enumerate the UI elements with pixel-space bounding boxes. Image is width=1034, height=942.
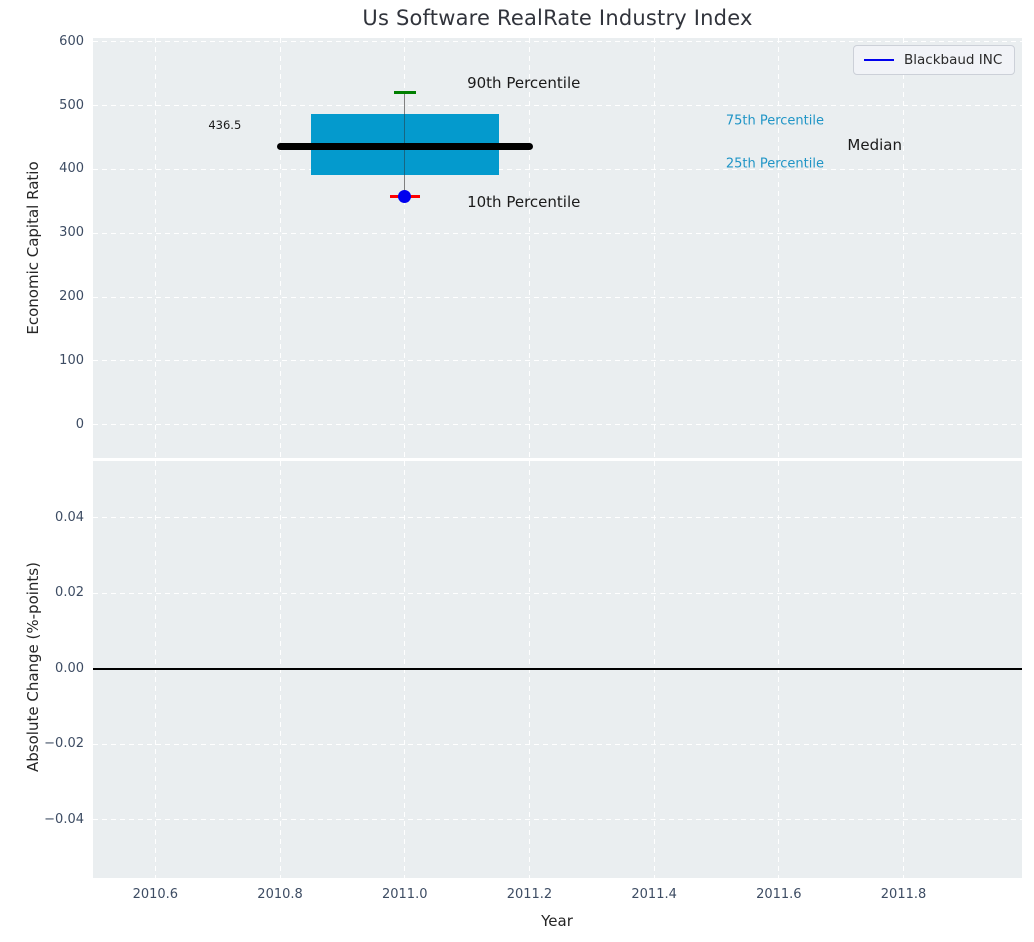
y-gridline	[93, 41, 1022, 43]
legend-label: Blackbaud INC	[904, 52, 1003, 68]
y-tick-label: 0.04	[55, 509, 84, 525]
y-tick-label: 0.02	[55, 585, 84, 601]
y-tick-label: 0.00	[55, 660, 84, 676]
y-tick-label: 400	[59, 161, 84, 177]
y-gridline	[93, 360, 1022, 362]
median-line	[276, 142, 533, 150]
annotation-10th-percentile: 10th Percentile	[467, 193, 581, 212]
x-gridline	[778, 38, 780, 458]
y-tick-label: 0	[75, 416, 84, 432]
legend: Blackbaud INC	[853, 45, 1016, 75]
y-gridline	[93, 105, 1022, 107]
zero-reference-line	[93, 667, 1022, 670]
y-gridline	[93, 592, 1022, 594]
annotation-25th-percentile: 25th Percentile	[725, 156, 824, 172]
annotation-75th-percentile: 75th Percentile	[725, 113, 824, 129]
x-tick-label: 2011.8	[880, 887, 927, 902]
x-tick-label: 2011.6	[756, 887, 802, 902]
y-gridline	[93, 517, 1022, 519]
x-gridline	[528, 38, 530, 458]
y-tick-label: 200	[59, 289, 84, 305]
y-tick-label: 100	[59, 352, 84, 368]
x-tick-label: 2010.6	[132, 887, 179, 902]
x-gridline	[154, 38, 156, 458]
y-gridline	[93, 819, 1022, 821]
x-gridline	[903, 38, 905, 458]
top-y-axis-label: Economic Capital Ratio	[24, 161, 42, 335]
company-data-dot	[398, 189, 412, 203]
bottom-axes-area	[93, 461, 1022, 878]
x-tick-label: 2010.8	[257, 887, 303, 902]
y-gridline	[93, 296, 1022, 298]
x-gridline	[653, 38, 655, 458]
x-tick-label: 2011.2	[506, 887, 553, 902]
y-gridline	[93, 743, 1022, 745]
y-tick-label: 600	[59, 33, 84, 49]
x-gridline	[404, 38, 406, 458]
x-tick-label: 2011.0	[381, 887, 428, 902]
y-tick-label: −0.02	[44, 736, 84, 752]
x-axis-label: Year	[541, 912, 573, 930]
y-gridline	[93, 232, 1022, 234]
top-axes-area	[93, 38, 1022, 458]
chart-title: Us Software RealRate Industry Index	[362, 6, 753, 30]
y-gridline	[93, 168, 1022, 170]
x-tick-label: 2011.4	[631, 887, 677, 902]
y-gridline	[93, 424, 1022, 426]
y-tick-label: 300	[59, 225, 84, 241]
annotation-median: Median	[847, 136, 902, 155]
x-gridline	[279, 38, 281, 458]
y-tick-label: 500	[59, 97, 84, 113]
annotation-436.5: 436.5	[208, 117, 242, 132]
y-tick-label: −0.04	[44, 811, 84, 827]
cap-90th-percentile	[393, 91, 416, 95]
legend-line-sample-icon	[864, 58, 894, 62]
annotation-90th-percentile: 90th Percentile	[467, 73, 581, 92]
